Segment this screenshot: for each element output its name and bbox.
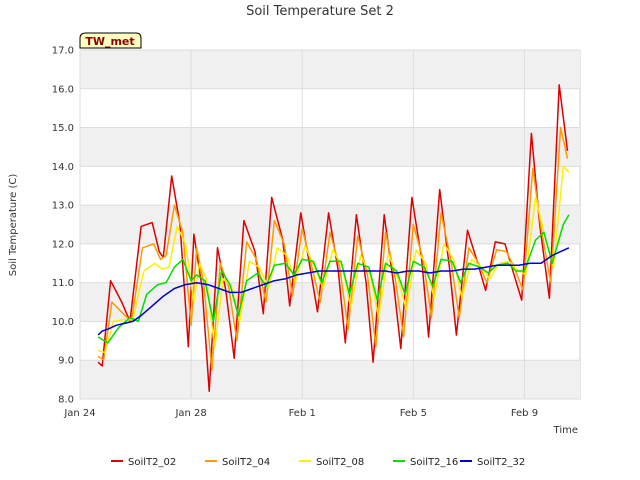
- y-tick-label: 11.0: [52, 278, 74, 289]
- legend-item-soilt2_08: SoilT2_08: [299, 457, 364, 468]
- grid-band: [80, 127, 580, 167]
- grid-band: [80, 282, 580, 322]
- legend-label: SoilT2_16: [410, 457, 458, 468]
- x-tick-label: Feb 5: [400, 408, 427, 419]
- y-tick-label: 15.0: [52, 123, 74, 134]
- y-tick-label: 9.0: [58, 356, 74, 367]
- y-axis: 8.0 9.0 10.0 11.0 12.0 13.0 14.0 15.0 16.0 17.0: [52, 46, 74, 406]
- series-line-soilt2_08: [97, 165, 570, 354]
- series-line-soilt2_16: [97, 214, 570, 344]
- y-tick-label: 12.0: [52, 239, 74, 250]
- legend: SoilT2_02 SoilT2_04 SoilT2_08 SoilT2_16 Soil…: [111, 457, 525, 468]
- x-axis: Jan 24 Jan 28 Feb 1 Feb 5 Feb 9: [63, 408, 538, 419]
- grid-band: [80, 360, 580, 399]
- x-tick-label: Jan 24: [63, 408, 95, 419]
- station-badge-label: TW_met: [85, 35, 134, 48]
- y-tick-label: 8.0: [58, 395, 74, 406]
- y-tick-label: 17.0: [52, 46, 74, 57]
- legend-item-soilt2_16: SoilT2_16: [393, 457, 458, 468]
- y-axis-label: Soil Temperature (C): [8, 174, 19, 277]
- legend-item-soilt2_04: SoilT2_04: [205, 457, 270, 468]
- grid-band: [80, 50, 580, 89]
- x-tick-label: Feb 9: [511, 408, 538, 419]
- legend-label: SoilT2_02: [128, 457, 176, 468]
- y-tick-label: 10.0: [52, 317, 74, 328]
- y-tick-label: 13.0: [52, 201, 74, 212]
- legend-label: SoilT2_04: [222, 457, 270, 468]
- gridlines: [79, 49, 580, 400]
- legend-item-soilt2_32: SoilT2_32: [460, 457, 525, 468]
- x-tick-label: Jan 28: [174, 408, 206, 419]
- y-tick-label: 14.0: [52, 162, 74, 173]
- legend-label: SoilT2_08: [316, 457, 364, 468]
- station-badge: TW_met: [79, 32, 142, 49]
- series-line-soilt2_32: [97, 247, 570, 336]
- chart-title: Soil Temperature Set 2: [246, 4, 394, 19]
- series-layer: [97, 84, 570, 392]
- legend-item-soilt2_02: SoilT2_02: [111, 457, 176, 468]
- plot-area: [79, 49, 581, 400]
- x-tick-label: Feb 1: [289, 408, 316, 419]
- legend-label: SoilT2_32: [477, 457, 525, 468]
- y-tick-label: 16.0: [52, 84, 74, 95]
- x-axis-label: Time: [553, 425, 578, 436]
